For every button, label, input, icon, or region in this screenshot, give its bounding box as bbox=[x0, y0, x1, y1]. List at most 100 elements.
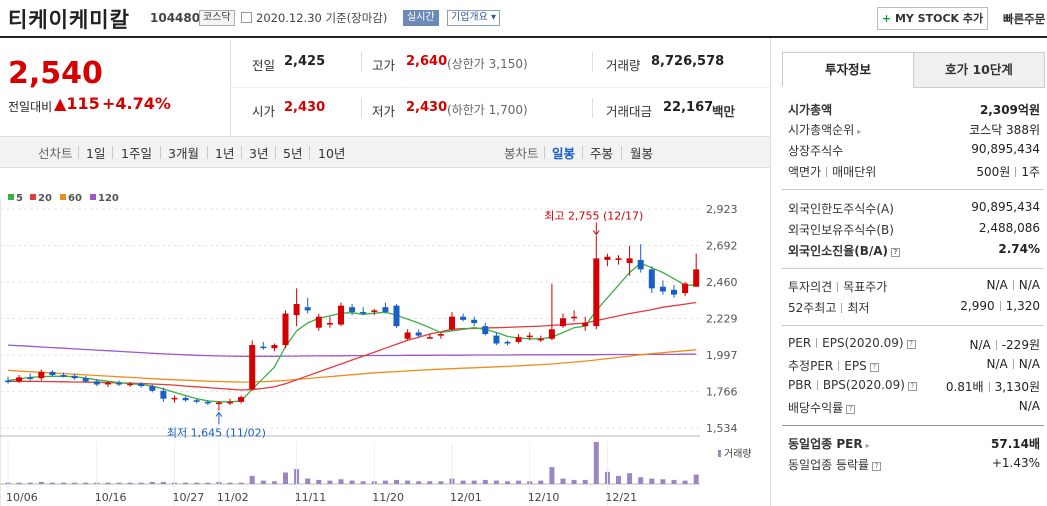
row-market-cap-rank[interactable]: 시가총액순위 ▸ 코스닥 388위 bbox=[788, 123, 1040, 137]
volume-bar bbox=[627, 473, 633, 484]
amount-value: 22,167 bbox=[663, 100, 714, 115]
high-label: 고가 bbox=[372, 58, 396, 73]
candle-body bbox=[637, 259, 644, 270]
tab-period-3m[interactable]: 3개월 bbox=[168, 146, 199, 161]
volume-bar bbox=[638, 477, 644, 484]
tab-order-book[interactable]: 호가 10단계 bbox=[913, 52, 1045, 88]
candle-body bbox=[626, 258, 633, 264]
tab-period-5y[interactable]: 5년 bbox=[283, 146, 303, 161]
volume-bar bbox=[183, 482, 189, 484]
help-icon: ? bbox=[846, 405, 856, 414]
row-per-eps: PER EPS(2020.09)? N/A -229원 bbox=[788, 336, 1040, 352]
candle-body bbox=[271, 345, 278, 349]
x-tick-label: 10/27 bbox=[173, 491, 205, 504]
period-toolbar bbox=[0, 136, 770, 168]
candle-body bbox=[116, 382, 122, 385]
candle-body bbox=[504, 341, 511, 344]
candle-body bbox=[293, 304, 300, 316]
tab-period-1y[interactable]: 1년 bbox=[215, 146, 235, 161]
company-overview-dropdown[interactable]: 기업개요 ▾ bbox=[447, 10, 500, 26]
amount-label: 거래대금 bbox=[606, 104, 653, 119]
realtime-button[interactable]: 실시간 bbox=[403, 10, 439, 26]
candle-body bbox=[260, 346, 267, 349]
add-mystock-button[interactable]: + MY STOCK 추가 bbox=[877, 7, 988, 30]
price-chart[interactable]: 5 20 60 120 2,923 2,692 2,460 2,229 1,997 1,766 1… bbox=[0, 170, 770, 506]
volume-bar bbox=[693, 474, 699, 484]
volume-bar bbox=[49, 482, 55, 484]
volume-bar bbox=[260, 480, 266, 484]
volume-bar bbox=[405, 480, 411, 484]
up-arrow-icon: ▲ bbox=[54, 94, 67, 113]
candle-body bbox=[571, 316, 578, 319]
candle-body bbox=[204, 401, 211, 404]
y-tick-label: 2,460 bbox=[706, 276, 738, 289]
candle-body bbox=[360, 311, 367, 314]
line-chart-label: 선차트 bbox=[38, 146, 73, 161]
volume-bar bbox=[416, 481, 422, 484]
volume-bar bbox=[38, 481, 44, 484]
candle-body bbox=[5, 380, 11, 383]
candle-body bbox=[437, 334, 444, 336]
divider bbox=[592, 98, 593, 118]
candle-body bbox=[482, 326, 489, 335]
row-sector-change: 동일업종 등락률? +1.43% bbox=[788, 456, 1040, 472]
volume-bar bbox=[160, 481, 166, 484]
volume-bar bbox=[138, 482, 144, 484]
candle-body bbox=[526, 335, 533, 338]
divider bbox=[230, 87, 770, 88]
tab-period-1d[interactable]: 1일 bbox=[86, 146, 106, 161]
y-tick-label: 1,534 bbox=[706, 422, 738, 435]
quick-order-button[interactable]: 빠른주문 bbox=[1003, 12, 1046, 26]
ma60-line bbox=[7, 349, 697, 383]
low-annotation: 최저 1,645 (11/02) bbox=[167, 426, 266, 439]
x-axis: 10/06 10/16 10/27 11/02 11/11 11/20 12/01 12/10… bbox=[6, 442, 637, 506]
volume-bar bbox=[27, 482, 33, 484]
candle-body bbox=[404, 332, 411, 339]
row-sector-per[interactable]: 동일업종 PER ▸ 57.14배 bbox=[788, 437, 1040, 451]
candle-body bbox=[371, 310, 378, 312]
volume-bar bbox=[616, 475, 621, 484]
candle-body bbox=[60, 375, 67, 377]
row-par-unit: 액면가 매매단위 500원 1주 bbox=[788, 165, 1040, 179]
high-annotation: 최고 2,755 (12/17) bbox=[544, 209, 643, 222]
volume-bar bbox=[516, 480, 522, 484]
x-tick-label: 10/16 bbox=[95, 491, 127, 504]
ma5-line bbox=[7, 262, 697, 403]
chart-legend: 5 20 60 120 bbox=[8, 193, 119, 204]
row-opinion: 투자의견 목표주가 N/A N/A bbox=[788, 278, 1040, 294]
prev-close-value: 2,425 bbox=[284, 54, 326, 69]
y-axis: 2,923 2,692 2,460 2,229 1,997 1,766 1,534 bbox=[706, 203, 738, 435]
candle-body bbox=[615, 258, 622, 260]
x-tick-label: 12/01 bbox=[450, 491, 482, 504]
x-tick-label: 12/21 bbox=[605, 491, 637, 504]
tab-candle-monthly[interactable]: 월봉 bbox=[630, 146, 654, 161]
tab-period-1w[interactable]: 1주일 bbox=[121, 146, 152, 161]
tab-candle-daily[interactable]: 일봉 bbox=[552, 146, 576, 161]
candle-body bbox=[493, 335, 500, 344]
tab-candle-weekly[interactable]: 주봉 bbox=[590, 146, 614, 161]
candle-body bbox=[27, 377, 34, 379]
candle-body bbox=[315, 316, 322, 328]
up-arrow-icon bbox=[215, 411, 223, 417]
candle-body bbox=[460, 316, 467, 320]
amount-unit: 백만 bbox=[712, 104, 736, 119]
divider bbox=[361, 52, 362, 72]
legend-swatch bbox=[30, 194, 36, 200]
upper-limit: (상한가 3,150) bbox=[447, 57, 528, 71]
candle-body bbox=[282, 313, 289, 346]
candle-chart-label: 봉차트 bbox=[504, 146, 539, 161]
high-value: 2,640 bbox=[406, 54, 448, 69]
volume-bar bbox=[271, 481, 277, 484]
volume-bar bbox=[83, 482, 89, 484]
tab-period-10y[interactable]: 10년 bbox=[318, 146, 346, 161]
candle-body bbox=[582, 322, 589, 327]
legend-label: 120 bbox=[98, 193, 119, 204]
tab-period-3y[interactable]: 3년 bbox=[249, 146, 269, 161]
change-percent: +4.74% bbox=[102, 94, 171, 113]
y-tick-label: 2,229 bbox=[706, 313, 738, 326]
stock-code: 104480 bbox=[150, 11, 201, 25]
moving-averages bbox=[7, 262, 697, 403]
volume-bar bbox=[116, 482, 122, 484]
candle-body bbox=[138, 383, 145, 387]
tab-invest-info[interactable]: 투자정보 bbox=[782, 52, 914, 88]
